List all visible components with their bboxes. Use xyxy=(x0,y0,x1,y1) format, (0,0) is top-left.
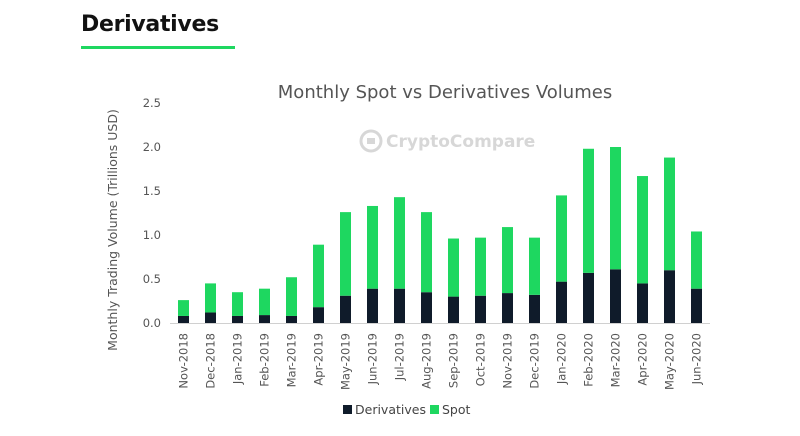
bar-derivatives-jan-2020 xyxy=(556,281,567,323)
bars xyxy=(178,147,702,323)
x-tick-label: Nov-2018 xyxy=(177,333,191,389)
bar-spot-may-2019 xyxy=(340,212,351,296)
bar-derivatives-jul-2019 xyxy=(394,288,405,323)
bar-spot-sep-2019 xyxy=(448,238,459,297)
x-axis-ticks: Nov-2018 Dec-2018 Jan-2019 Feb-2019 Mar-2019… xyxy=(177,333,704,390)
bar-derivatives-mar-2020 xyxy=(610,269,621,323)
x-tick-label: Feb-2019 xyxy=(258,333,272,387)
bar-derivatives-nov-2018 xyxy=(178,315,189,323)
bar-spot-mar-2019 xyxy=(286,277,297,316)
bar-spot-feb-2019 xyxy=(259,288,270,316)
x-tick-label: Aug-2019 xyxy=(420,333,434,389)
section-title: Derivatives xyxy=(81,12,219,37)
y-tick-label: 1.5 xyxy=(143,184,161,198)
bar-derivatives-jan-2019 xyxy=(232,315,243,323)
section-underline xyxy=(81,46,235,49)
legend-swatch-spot xyxy=(430,405,439,414)
x-tick-label: Apr-2019 xyxy=(312,333,326,386)
bar-derivatives-may-2019 xyxy=(340,295,351,323)
bar-derivatives-jun-2019 xyxy=(367,288,378,323)
x-tick-label: Feb-2020 xyxy=(582,333,596,387)
y-tick-label: 2.0 xyxy=(143,140,161,154)
watermark-text: CryptoCompare xyxy=(386,132,535,152)
bar-spot-jul-2019 xyxy=(394,197,405,289)
x-tick-label: Jan-2019 xyxy=(231,333,245,385)
y-axis-label: Monthly Trading Volume (Trillions USD) xyxy=(105,109,120,351)
x-tick-label: Apr-2020 xyxy=(636,333,650,386)
x-tick-label: Jun-2020 xyxy=(690,333,704,385)
bar-derivatives-feb-2020 xyxy=(583,272,594,323)
bar-spot-aug-2019 xyxy=(421,212,432,293)
x-tick-label: Mar-2019 xyxy=(285,333,299,387)
y-tick-label: 2.5 xyxy=(143,96,161,110)
y-tick-label: 1.0 xyxy=(143,228,161,242)
x-tick-label: Mar-2020 xyxy=(609,333,623,387)
watermark: CryptoCompare xyxy=(359,129,535,153)
x-tick-label: Dec-2018 xyxy=(204,333,218,389)
legend-label-spot: Spot xyxy=(442,402,471,417)
bar-spot-oct-2019 xyxy=(475,237,486,296)
bar-derivatives-may-2020 xyxy=(664,270,675,323)
x-tick-label: Jun-2019 xyxy=(366,333,380,385)
y-tick-label: 0.5 xyxy=(143,272,161,286)
bar-derivatives-feb-2019 xyxy=(259,315,270,323)
bar-spot-jun-2020 xyxy=(691,231,702,289)
bar-spot-jan-2020 xyxy=(556,195,567,282)
bar-spot-nov-2018 xyxy=(178,300,189,316)
bar-spot-dec-2019 xyxy=(529,237,540,295)
legend-swatch-derivatives xyxy=(343,405,352,414)
bar-derivatives-aug-2019 xyxy=(421,292,432,323)
bar-derivatives-jun-2020 xyxy=(691,288,702,323)
bar-derivatives-apr-2020 xyxy=(637,283,648,323)
bar-derivatives-dec-2019 xyxy=(529,294,540,323)
bar-derivatives-nov-2019 xyxy=(502,293,513,323)
bar-spot-apr-2019 xyxy=(313,244,324,308)
bar-derivatives-oct-2019 xyxy=(475,295,486,323)
bar-derivatives-dec-2018 xyxy=(205,312,216,323)
bar-derivatives-apr-2019 xyxy=(313,307,324,323)
bar-derivatives-mar-2019 xyxy=(286,315,297,323)
bar-spot-feb-2020 xyxy=(583,148,594,273)
x-tick-label: Jan-2020 xyxy=(555,333,569,385)
x-tick-label: Oct-2019 xyxy=(474,333,488,386)
x-tick-label: May-2020 xyxy=(663,333,677,390)
bar-spot-apr-2020 xyxy=(637,176,648,284)
bar-spot-may-2020 xyxy=(664,157,675,271)
legend-label-derivatives: Derivatives xyxy=(355,402,426,417)
x-tick-label: Jul-2019 xyxy=(393,333,407,381)
x-tick-label: Nov-2019 xyxy=(501,333,515,389)
legend: Derivatives Spot xyxy=(343,402,471,417)
bar-spot-mar-2020 xyxy=(610,147,621,270)
y-axis-ticks: 0.0 0.5 1.0 1.5 2.0 2.5 xyxy=(143,96,161,330)
bar-spot-jun-2019 xyxy=(367,205,378,289)
x-tick-label: Dec-2019 xyxy=(528,333,542,389)
chart-title: Monthly Spot vs Derivatives Volumes xyxy=(278,82,612,103)
x-tick-label: May-2019 xyxy=(339,333,353,390)
bar-spot-jan-2019 xyxy=(232,292,243,316)
bar-spot-dec-2018 xyxy=(205,283,216,313)
bar-derivatives-sep-2019 xyxy=(448,296,459,323)
x-tick-label: Sep-2019 xyxy=(447,333,461,388)
bar-spot-nov-2019 xyxy=(502,227,513,294)
cryptocompare-logo-icon xyxy=(359,129,383,153)
y-tick-label: 0.0 xyxy=(143,316,161,330)
